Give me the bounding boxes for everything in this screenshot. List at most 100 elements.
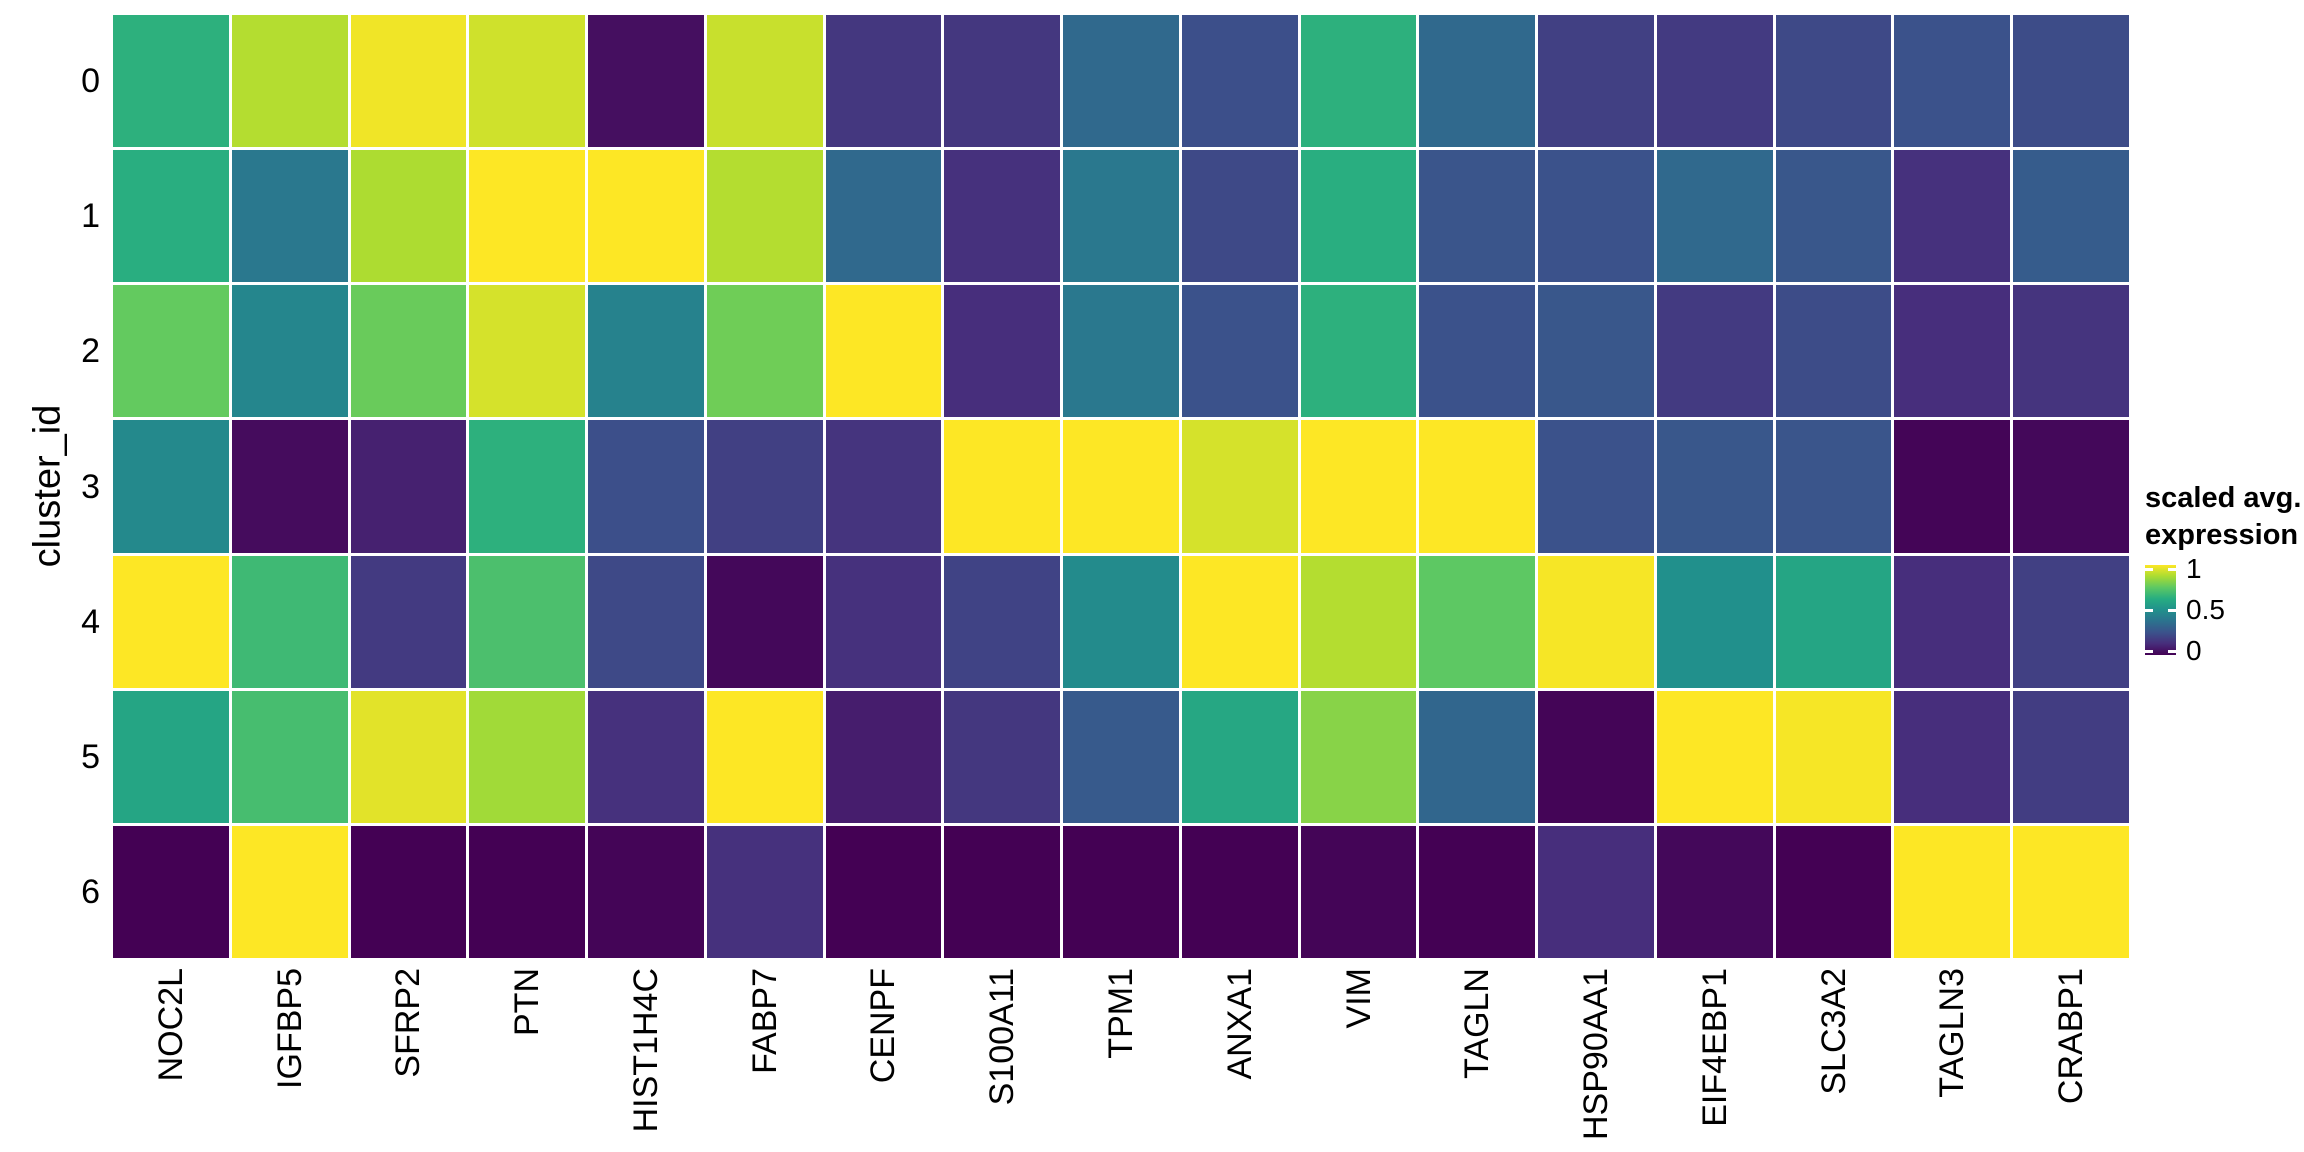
heatmap-cell: [113, 150, 229, 283]
heatmap-cell: [1419, 420, 1536, 553]
heatmap-cell: [1063, 15, 1179, 148]
x-axis-tick-label: PTN: [508, 968, 547, 1036]
heatmap-cell: [231, 690, 348, 823]
heatmap-cell: [469, 690, 586, 823]
heatmap-cell: [469, 420, 586, 553]
heatmap-cell: [588, 420, 704, 553]
legend-tick-label: 0.5: [2186, 594, 2225, 625]
legend-title-line1: scaled avg.: [2145, 482, 2302, 514]
heatmap-cell: [1300, 420, 1417, 553]
heatmap-cell: [588, 285, 704, 418]
heatmap-cell: [825, 15, 942, 148]
heatmap-cell: [1538, 690, 1654, 823]
heatmap-cell: [944, 420, 1061, 553]
heatmap-cell: [350, 285, 467, 418]
heatmap-cell: [706, 420, 823, 553]
heatmap-cell: [469, 150, 586, 283]
heatmap-cell: [469, 285, 586, 418]
y-axis-tick-label: 2: [81, 332, 100, 371]
heatmap-cell: [1894, 285, 2011, 418]
heatmap-cell: [1656, 690, 1773, 823]
heatmap-cell: [350, 825, 467, 958]
y-axis-tick-label: 5: [81, 737, 100, 776]
heatmap-cell: [825, 150, 942, 283]
heatmap-cell: [1894, 15, 2011, 148]
heatmap-cell: [1894, 555, 2011, 688]
legend-tick-label: 0: [2186, 635, 2202, 666]
heatmap-cell: [1419, 825, 1536, 958]
colorbar-tick-mark: [2168, 649, 2176, 653]
heatmap-cell: [588, 690, 704, 823]
heatmap-cell: [944, 15, 1061, 148]
heatmap-cell: [706, 825, 823, 958]
x-axis-tick-label: VIM: [1339, 968, 1378, 1029]
heatmap-cell: [1775, 150, 1892, 283]
heatmap-cell: [1894, 690, 2011, 823]
x-axis-tick-label: EIF4EBP1: [1695, 968, 1734, 1127]
heatmap-cell: [1656, 555, 1773, 688]
x-axis-tick-label: CENPF: [864, 968, 903, 1084]
heatmap-cell: [825, 285, 942, 418]
heatmap-cell: [2013, 825, 2129, 958]
heatmap-cell: [706, 555, 823, 688]
heatmap-cell: [944, 150, 1061, 283]
x-axis-tick-label: FABP7: [745, 968, 784, 1074]
y-axis-tick-label: 0: [81, 62, 100, 101]
heatmap-cell: [588, 150, 704, 283]
colorbar-tick-mark: [2168, 567, 2176, 571]
x-axis-tick-label: CRABP1: [2052, 968, 2091, 1105]
heatmap-cell: [1538, 825, 1654, 958]
legend-tick-label: 1: [2186, 553, 2202, 584]
heatmap-cell: [825, 420, 942, 553]
heatmap-cell: [2013, 285, 2129, 418]
heatmap-cell: [1300, 555, 1417, 688]
heatmap-cell: [2013, 555, 2129, 688]
heatmap-cell: [1656, 420, 1773, 553]
y-axis-tick-label: 1: [81, 197, 100, 236]
y-axis-tick-label: 4: [81, 602, 100, 641]
heatmap-cell: [1300, 15, 1417, 148]
x-axis-tick-label: S100A11: [983, 968, 1022, 1106]
heatmap-cell: [113, 825, 229, 958]
heatmap-cell: [1063, 690, 1179, 823]
heatmap-cell: [350, 150, 467, 283]
heatmap-cell: [113, 555, 229, 688]
heatmap-cell: [231, 285, 348, 418]
heatmap-cell: [469, 825, 586, 958]
heatmap-cell: [113, 285, 229, 418]
heatmap-cell: [1181, 285, 1298, 418]
heatmap-cell: [1538, 15, 1654, 148]
heatmap-cell: [1063, 555, 1179, 688]
heatmap-cell: [588, 555, 704, 688]
heatmap-cell: [1181, 15, 1298, 148]
x-axis-tick-label: HIST1H4C: [626, 968, 665, 1133]
heatmap-cell: [944, 555, 1061, 688]
heatmap-cell: [1300, 690, 1417, 823]
legend-title: scaled avg. expression: [2145, 480, 2301, 554]
legend-title-line2: expression: [2145, 519, 2299, 551]
heatmap-cell: [469, 555, 586, 688]
heatmap-cell: [1063, 420, 1179, 553]
x-axis-tick-label: IGFBP5: [270, 968, 309, 1089]
heatmap-cell: [1181, 690, 1298, 823]
heatmap-cell: [231, 150, 348, 283]
heatmap-cell: [231, 420, 348, 553]
heatmap-cell: [1181, 555, 1298, 688]
heatmap-cell: [1063, 825, 1179, 958]
heatmap-cell: [1775, 825, 1892, 958]
heatmap-cell: [113, 690, 229, 823]
heatmap-cell: [1419, 690, 1536, 823]
heatmap-cell: [1300, 150, 1417, 283]
heatmap-cell: [1300, 825, 1417, 958]
heatmap-cell: [706, 285, 823, 418]
heatmap-cell: [1656, 285, 1773, 418]
heatmap-cell: [231, 825, 348, 958]
heatmap-cell: [1419, 555, 1536, 688]
heatmap-cell: [706, 150, 823, 283]
heatmap-cell: [825, 555, 942, 688]
heatmap-cell: [706, 15, 823, 148]
heatmap-cell: [1656, 15, 1773, 148]
heatmap-cell: [231, 555, 348, 688]
heatmap-cell: [2013, 15, 2129, 148]
colorbar-tick-mark: [2145, 649, 2153, 653]
